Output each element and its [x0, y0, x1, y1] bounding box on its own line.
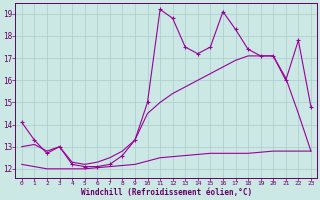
X-axis label: Windchill (Refroidissement éolien,°C): Windchill (Refroidissement éolien,°C): [81, 188, 252, 197]
